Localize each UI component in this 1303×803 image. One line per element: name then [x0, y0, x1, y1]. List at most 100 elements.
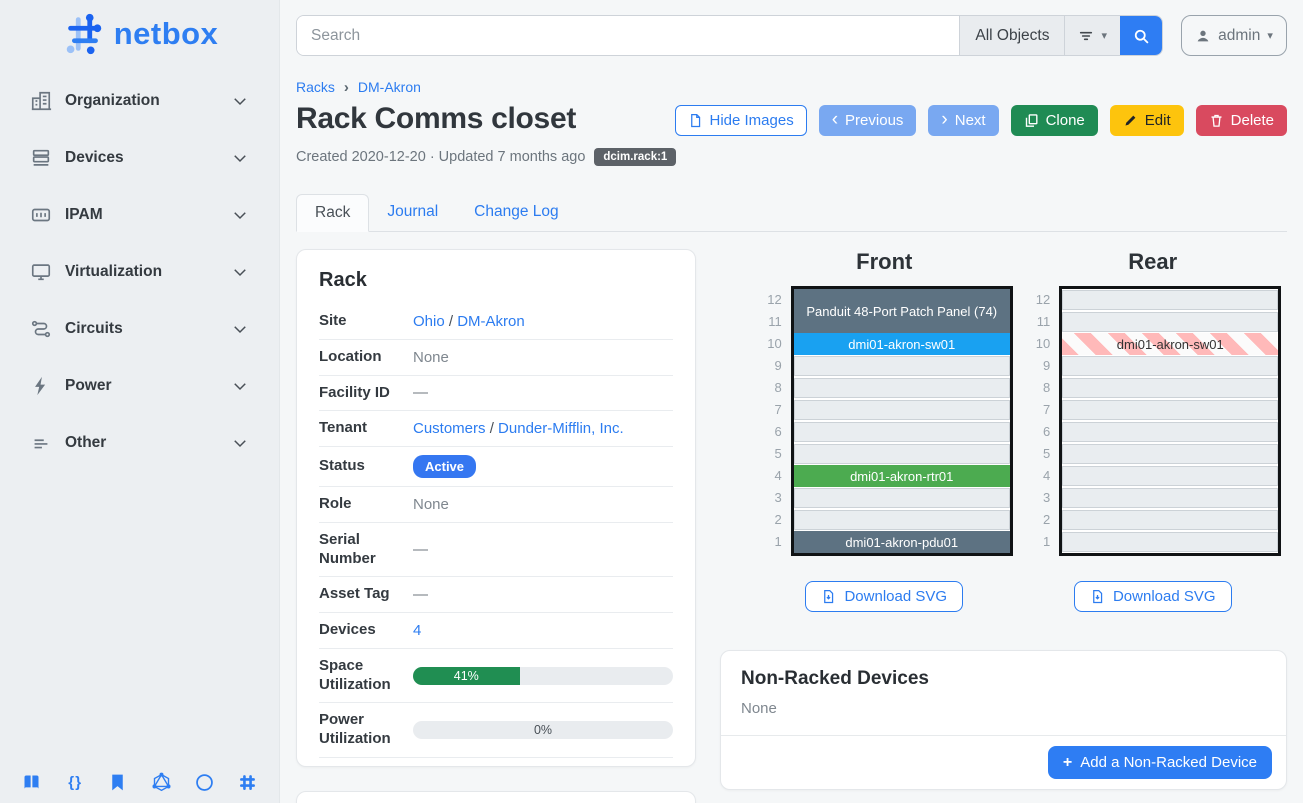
download-svg-front-button[interactable]: Download SVG [805, 581, 964, 612]
rack-unit-empty[interactable] [1062, 377, 1279, 399]
rack-unit-empty[interactable] [1062, 443, 1279, 465]
download-svg-rear-button[interactable]: Download SVG [1073, 581, 1232, 612]
sidebar-item-circuits[interactable]: Circuits [20, 311, 259, 347]
sidebar-item-label: IPAM [65, 206, 103, 223]
file-download-icon [821, 589, 836, 604]
info-row-status: Status Active [319, 447, 673, 487]
info-value: None [411, 496, 673, 513]
edit-label: Edit [1144, 112, 1171, 129]
rack-unit-empty[interactable] [1062, 465, 1279, 487]
github-icon[interactable] [194, 772, 215, 793]
copy-icon [1024, 113, 1039, 128]
next-button[interactable]: › Next [928, 105, 999, 136]
rack-unit-empty[interactable] [1062, 355, 1279, 377]
rack-unit-empty[interactable] [1062, 487, 1279, 509]
devices-count-link[interactable]: 4 [413, 621, 422, 639]
delete-button[interactable]: Delete [1195, 105, 1287, 136]
chevron-down-icon [231, 206, 249, 224]
hide-images-button[interactable]: Hide Images [674, 105, 807, 136]
rack-unit-empty[interactable] [793, 377, 1010, 399]
front-rack-diagram: 12 11 10 9 8 7 6 5 4 3 2 1 Panduit 48-Port Patch Pan… [756, 286, 1013, 556]
info-label: Facility ID [319, 383, 390, 401]
sidebar-item-power[interactable]: Power [20, 368, 259, 404]
sidebar-item-organization[interactable]: Organization [20, 83, 259, 119]
tab-rack[interactable]: Rack [296, 194, 370, 232]
rack-unit-empty[interactable] [1062, 531, 1279, 553]
tabs: Rack Journal Change Log [296, 194, 1287, 232]
sidebar-item-label: Devices [65, 149, 124, 166]
chevron-down-icon [231, 320, 249, 338]
user-menu-button[interactable]: admin ▾ [1181, 15, 1287, 56]
lines-icon [30, 432, 52, 454]
add-non-racked-device-button[interactable]: + Add a Non-Racked Device [1047, 746, 1272, 779]
code-braces-icon[interactable]: { } [68, 774, 82, 791]
rack-device[interactable]: dmi01-akron-sw01 [1062, 333, 1279, 355]
sidebar-item-label: Circuits [65, 320, 123, 337]
rack-device[interactable]: dmi01-akron-sw01 [793, 333, 1010, 355]
rack-unit-number: 9 [1043, 358, 1051, 373]
sidebar-item-other[interactable]: Other [20, 425, 259, 461]
search-filter-button[interactable]: ▾ [1064, 16, 1120, 55]
breadcrumb-racks[interactable]: Racks [296, 79, 335, 95]
info-value: — [411, 586, 673, 603]
rack-unit-empty[interactable] [1062, 509, 1279, 531]
clone-button[interactable]: Clone [1010, 105, 1098, 136]
rack-info-rows: Site Ohio / DM-Akron Location None Facility … [319, 304, 673, 758]
sidebar-item-ipam[interactable]: IPAM [20, 197, 259, 233]
rack-unit-number: 6 [1043, 424, 1051, 439]
graphql-icon[interactable] [151, 772, 172, 793]
book-icon[interactable] [21, 772, 42, 793]
bookmark-icon[interactable] [107, 772, 128, 793]
rack-unit-empty[interactable] [1062, 289, 1279, 311]
link-dunder-mifflin-inc-[interactable]: Dunder-Mifflin, Inc. [498, 420, 624, 438]
link-dm-akron[interactable]: DM-Akron [457, 312, 525, 330]
breadcrumb-dm-akron[interactable]: DM-Akron [357, 79, 421, 95]
rack-device[interactable]: dmi01-akron-pdu01 [793, 531, 1010, 553]
pencil-icon [1123, 113, 1138, 128]
search-input[interactable] [297, 16, 960, 55]
info-row-facility-id: Facility ID — [319, 376, 673, 412]
rack-unit-empty[interactable] [793, 355, 1010, 377]
bolt-icon [30, 375, 52, 397]
info-row-asset-tag: Asset Tag — [319, 577, 673, 613]
info-row-tenant: Tenant Customers / Dunder-Mifflin, Inc. [319, 411, 673, 447]
info-value: 0% [411, 721, 673, 739]
search-scope-select[interactable]: All Objects [959, 16, 1065, 55]
muted-value: None [413, 348, 449, 366]
tab-change-log[interactable]: Change Log [474, 203, 559, 220]
sidebar-item-devices[interactable]: Devices [20, 140, 259, 176]
action-buttons: Hide Images ‹ Previous › Next Clone [674, 105, 1287, 136]
info-value: — [411, 384, 673, 401]
search-submit-button[interactable] [1120, 16, 1162, 55]
rack-unit-empty[interactable] [1062, 311, 1279, 333]
netbox-logo[interactable]: netbox [0, 0, 279, 59]
download-svg-label: Download SVG [1112, 588, 1216, 605]
rack-unit-empty[interactable] [793, 421, 1010, 443]
tab-journal[interactable]: Journal [387, 203, 439, 220]
rack-unit-empty[interactable] [793, 509, 1010, 531]
previous-button[interactable]: ‹ Previous [818, 105, 917, 136]
rack-unit-empty[interactable] [793, 399, 1010, 421]
right-column: Front 12 11 10 9 8 7 6 5 4 3 2 1 Panduit 48-Port Pat… [720, 249, 1287, 790]
info-value: Ohio / DM-Akron [411, 313, 673, 330]
slack-icon[interactable] [237, 772, 258, 793]
info-label: Location [319, 347, 382, 365]
rack-unit-empty[interactable] [1062, 421, 1279, 443]
status-badge: Active [413, 455, 477, 478]
rack-unit-number: 1 [774, 534, 782, 549]
rack-unit-empty[interactable] [1062, 399, 1279, 421]
sidebar-item-virtualization[interactable]: Virtualization [20, 254, 259, 290]
rack-unit-empty[interactable] [793, 487, 1010, 509]
rack-unit-empty[interactable] [793, 443, 1010, 465]
rack-device[interactable]: dmi01-akron-rtr01 [793, 465, 1010, 487]
link-ohio[interactable]: Ohio [413, 312, 445, 330]
edit-button[interactable]: Edit [1109, 105, 1184, 136]
object-type-badge: dcim.rack:1 [594, 148, 677, 166]
delete-label: Delete [1230, 112, 1274, 129]
main-content: All Objects ▾ admin [280, 0, 1303, 803]
link-customers[interactable]: Customers [413, 420, 486, 438]
counter-icon [30, 204, 52, 226]
rack-unit-number: 7 [1043, 402, 1051, 417]
rack-device[interactable]: Panduit 48-Port Patch Panel (74) [793, 289, 1010, 333]
rear-rack-diagram: 12 11 10 9 8 7 6 5 4 3 2 1 dmi01-akron-sw01 [1024, 286, 1282, 556]
